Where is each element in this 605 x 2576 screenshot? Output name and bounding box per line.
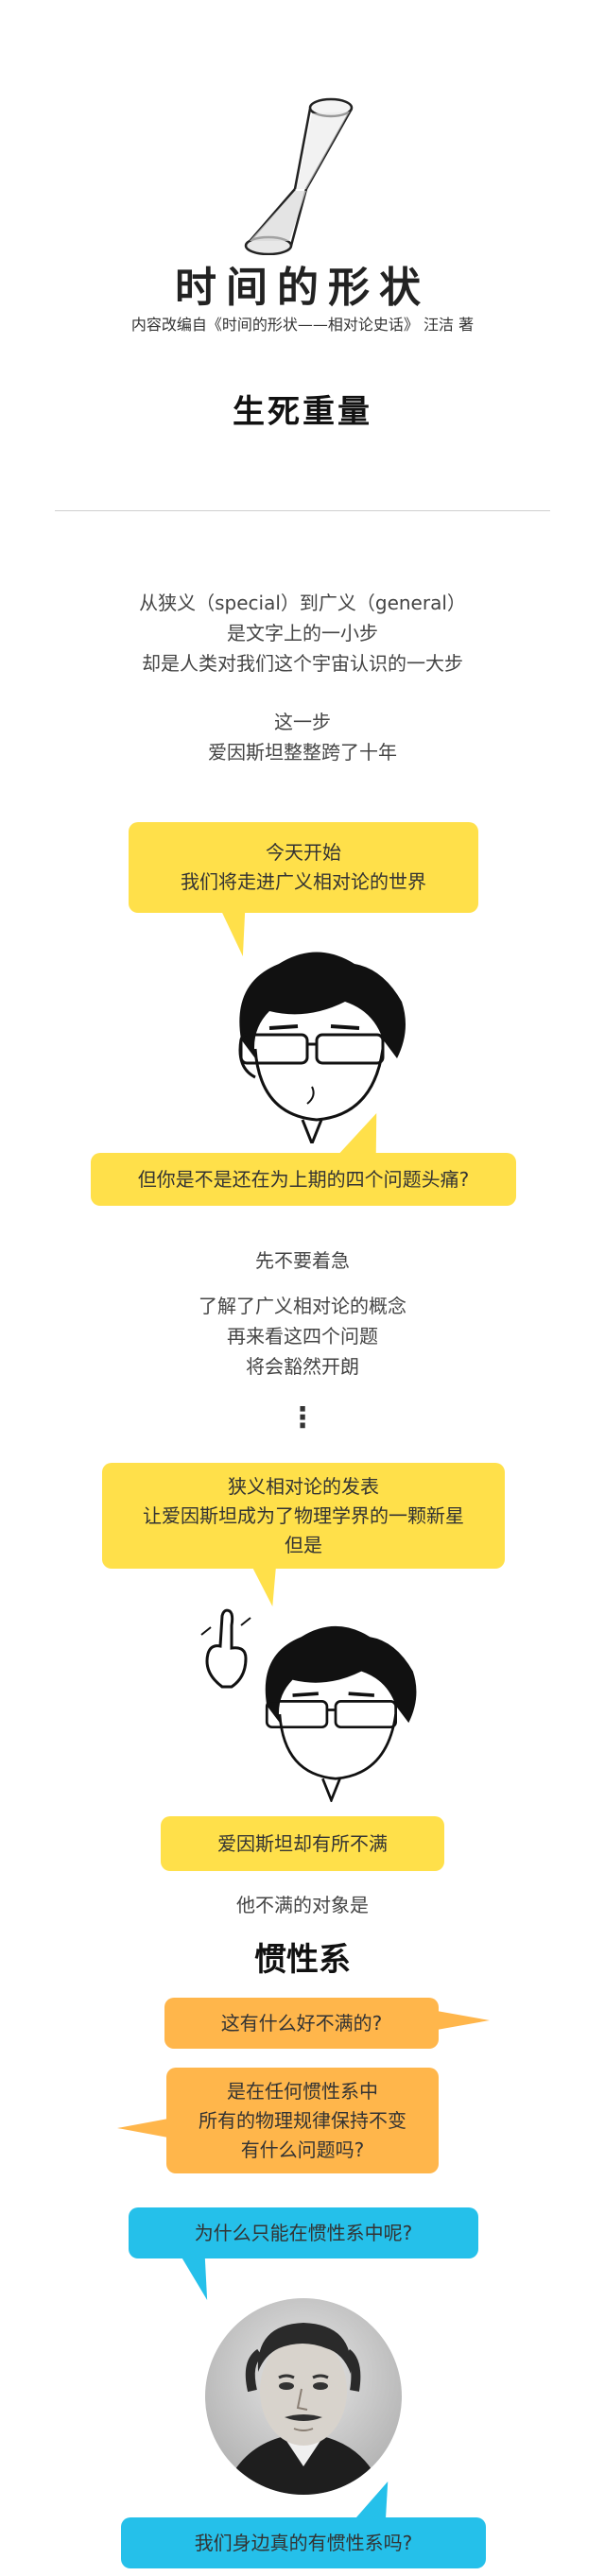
bubble-text: 狭义相对论的发表: [228, 1474, 379, 1498]
bubble-text: 有什么问题吗?: [240, 2138, 365, 2161]
middle-line: 先不要着急: [255, 1249, 350, 1272]
intro-text: 从狭义（special）到广义（general） 是文字上的一小步 却是人类对我…: [0, 588, 605, 767]
bubble-tail: [182, 2258, 219, 2300]
bubble-tail: [117, 2119, 168, 2138]
emphasis-text: 惯性系: [254, 1941, 351, 1979]
bubble-text: 是在任何惯性系中: [227, 2079, 378, 2103]
speech-bubble: 狭义相对论的发表 让爱因斯坦成为了物理学界的一颗新星 但是: [102, 1463, 505, 1569]
intro-line: 却是人类对我们这个宇宙认识的一大步: [142, 652, 463, 675]
bubble-tail: [437, 2011, 490, 2030]
ellipsis-dots: ⋮: [288, 1401, 317, 1434]
intro-line: 从狭义（special）到广义（general）: [139, 592, 466, 614]
cartoon-face: [238, 952, 406, 1143]
bubble-text: 为什么只能在惯性系中呢?: [194, 2221, 413, 2244]
speech-bubble: 这有什么好不满的?: [164, 1998, 439, 2049]
dissatisfaction-text: 他不满的对象是: [236, 1894, 369, 1916]
bubble-text: 爱因斯坦却有所不满: [217, 1831, 388, 1855]
page-subtitle: 内容改编自《时间的形状——相对论史话》 汪洁 著: [130, 316, 475, 334]
bubble-text: 我们将走进广义相对论的世界: [181, 870, 426, 893]
speech-bubble: 是在任何惯性系中 所有的物理规律保持不变 有什么问题吗?: [166, 2068, 439, 2173]
divider: [55, 510, 550, 511]
bubble-text: 今天开始: [266, 841, 341, 864]
bubble-tail: [252, 1569, 285, 1606]
bubble-text: 让爱因斯坦成为了物理学界的一颗新星: [143, 1503, 464, 1527]
hourglass-icon: [244, 97, 354, 255]
bubble-text: 我们身边真的有惯性系吗?: [194, 2531, 413, 2554]
bubble-text: 但是: [285, 1533, 322, 1556]
speech-bubble: 今天开始 我们将走进广义相对论的世界: [129, 822, 478, 913]
cartoon-face: [265, 1625, 417, 1802]
page-title: 时间的形状: [175, 264, 430, 312]
intro-line: 这一步: [274, 711, 331, 733]
middle-line: 将会豁然开朗: [246, 1355, 359, 1378]
intro-line: 爱因斯坦整整跨了十年: [208, 741, 397, 764]
section-heading: 生死重量: [233, 393, 372, 431]
speech-bubble: 我们身边真的有惯性系吗?: [121, 2517, 486, 2568]
bubble-text: 这有什么好不满的?: [220, 2011, 383, 2035]
bubble-text: 但你是不是还在为上期的四个问题头痛?: [137, 1167, 470, 1191]
finger-point-icon: [200, 1608, 251, 1689]
speech-bubble: 但你是不是还在为上期的四个问题头痛?: [91, 1153, 516, 1206]
bubble-text: 所有的物理规律保持不变: [199, 2108, 406, 2132]
middle-line: 了解了广义相对论的概念: [199, 1295, 406, 1317]
einstein-portrait: [205, 2298, 402, 2495]
intro-line: 是文字上的一小步: [227, 622, 378, 644]
speech-bubble: 爱因斯坦却有所不满: [161, 1816, 444, 1871]
middle-line: 再来看这四个问题: [227, 1325, 378, 1348]
speech-bubble: 为什么只能在惯性系中呢?: [129, 2207, 478, 2258]
middle-text: 先不要着急 了解了广义相对论的概念 再来看这四个问题 将会豁然开朗: [0, 1245, 605, 1382]
